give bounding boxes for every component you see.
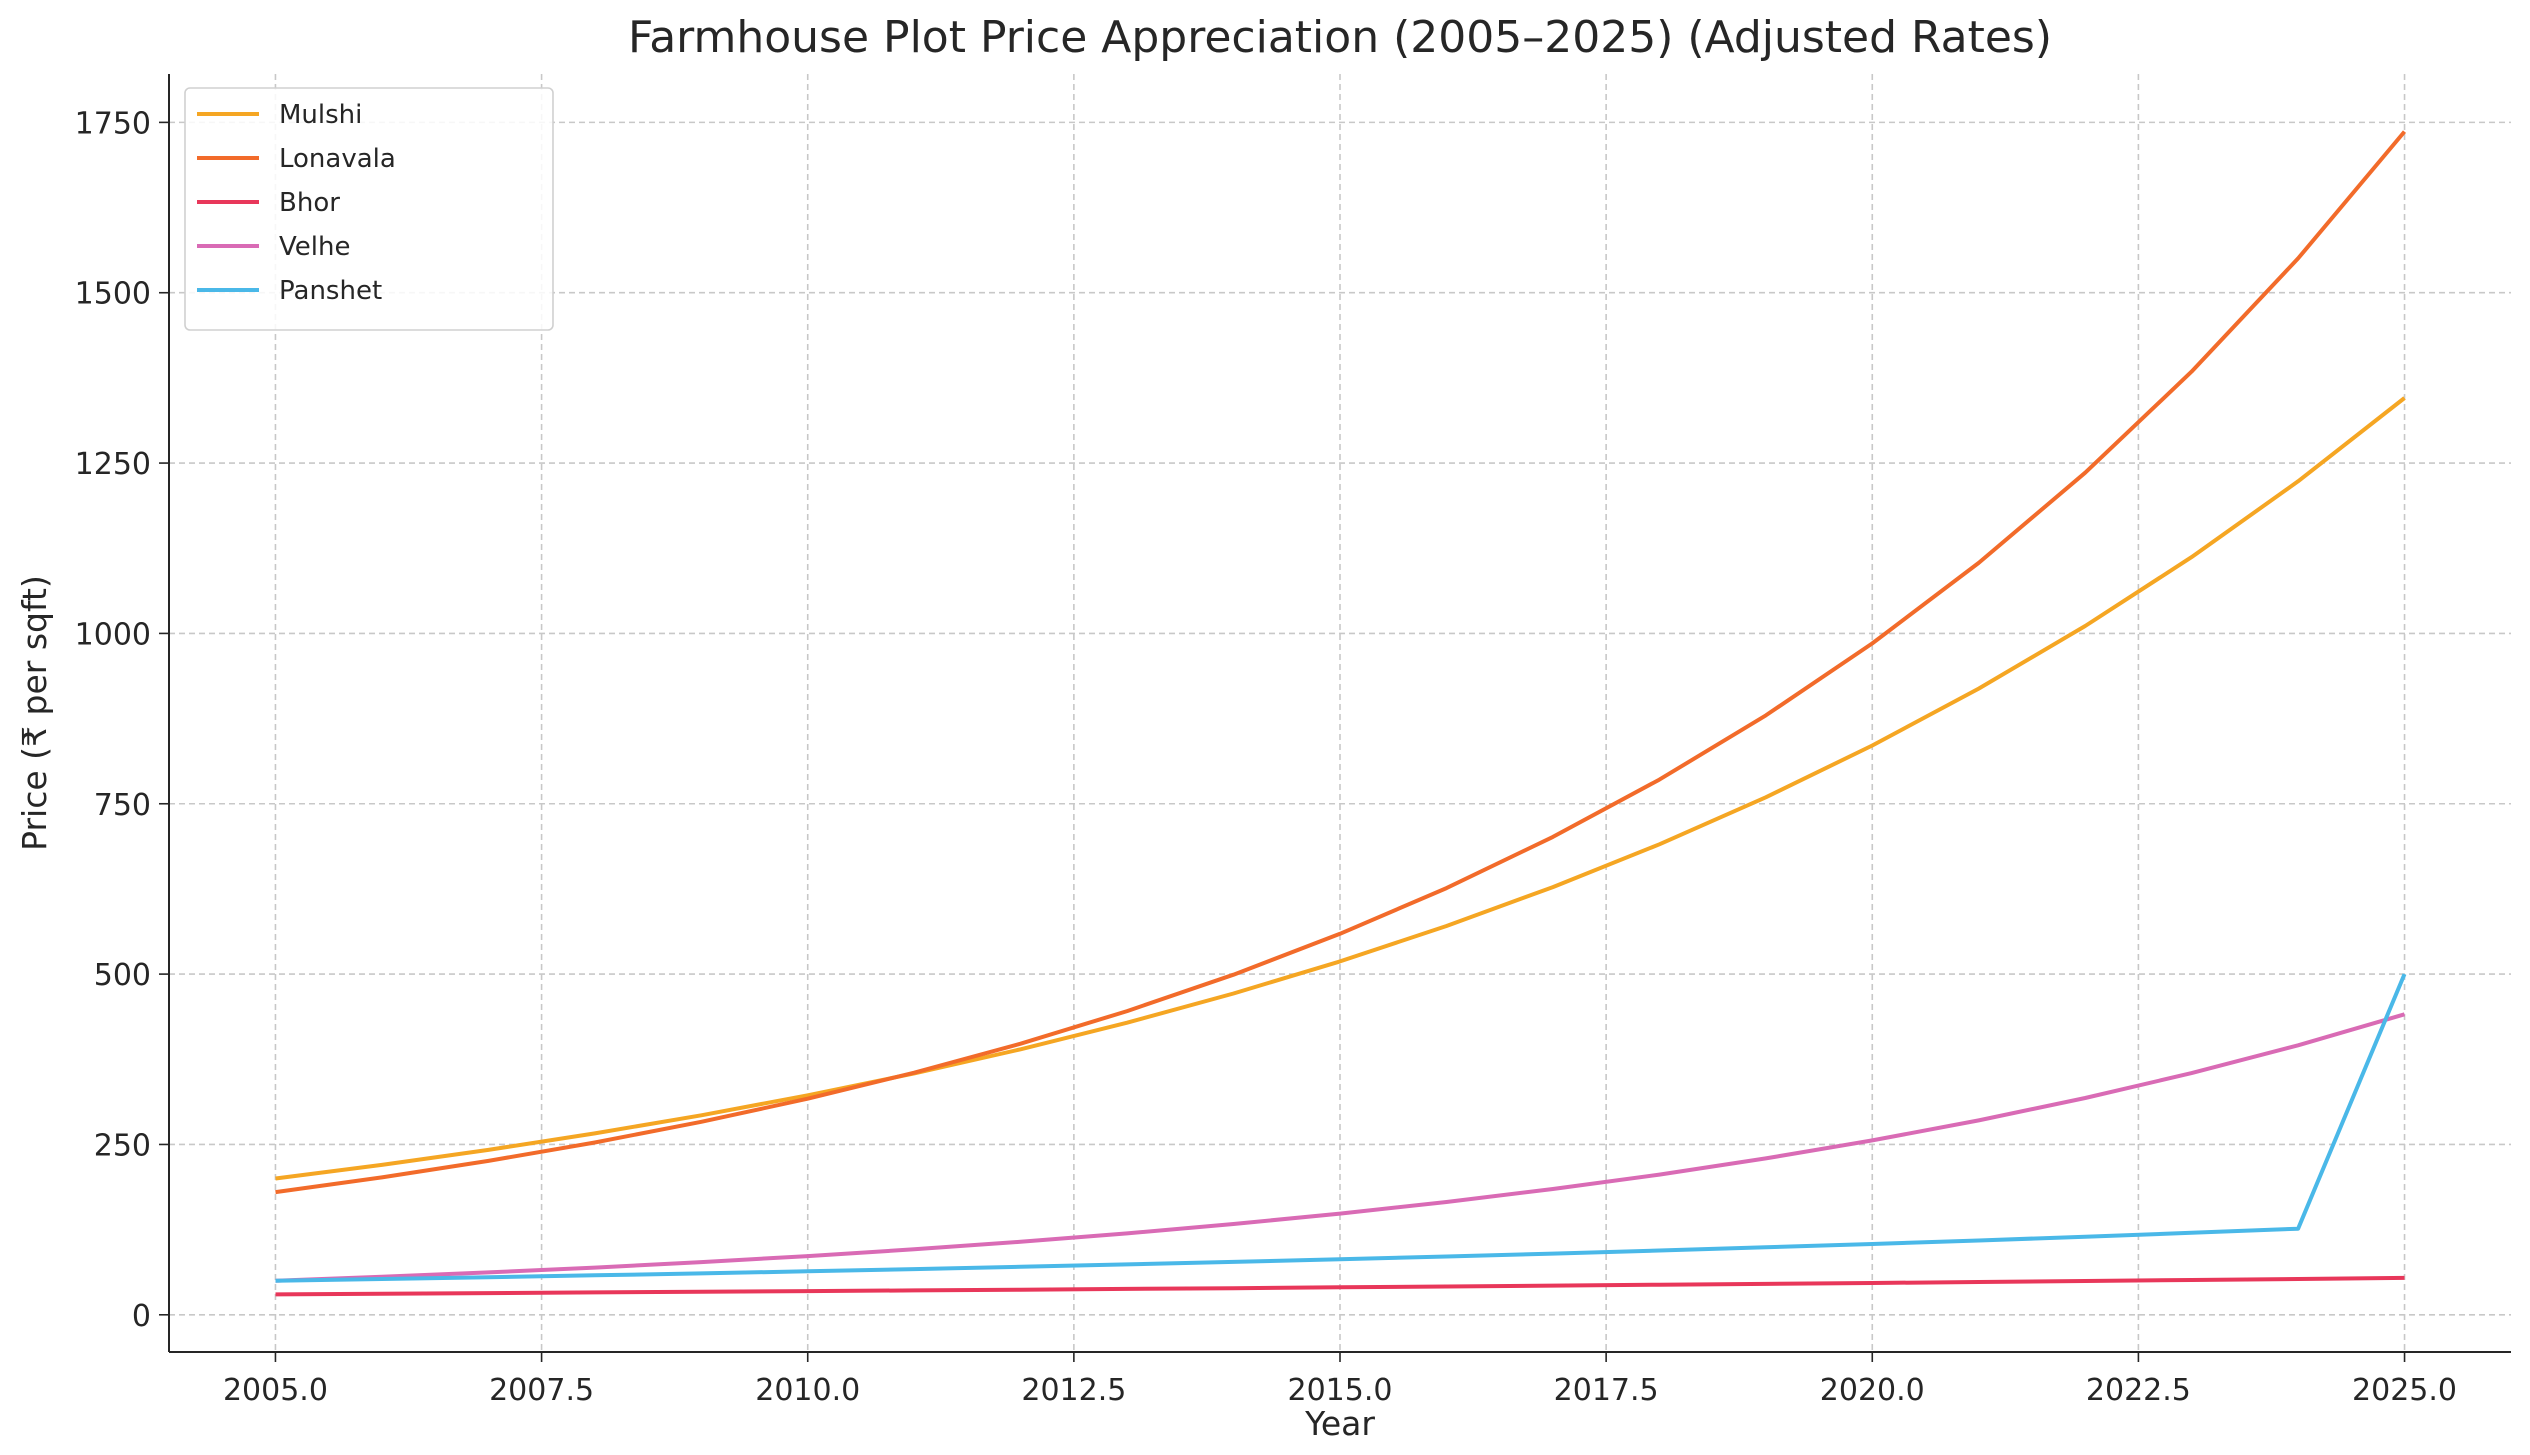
legend-label-mulshi: Mulshi: [279, 100, 362, 130]
x-tick-label: 2012.5: [1021, 1373, 1126, 1408]
y-tick-label: 1250: [75, 447, 151, 482]
y-tick-label: 1000: [75, 617, 151, 652]
legend-label-bhor: Bhor: [279, 188, 340, 218]
x-tick-label: 2025.0: [2352, 1373, 2457, 1408]
legend-label-lonavala: Lonavala: [279, 144, 396, 174]
x-tick-label: 2015.0: [1288, 1373, 1393, 1408]
y-tick-label: 1500: [75, 277, 151, 312]
y-tick-label: 250: [94, 1128, 151, 1163]
series-line-bhor: [275, 1275, 2405, 1297]
series-line-lonavala: [275, 130, 2407, 1195]
x-axis-ticks: 2005.0 2007.5 2010.0 2012.5 2015.0 2017.5 2020…: [223, 1352, 2457, 1408]
series-line-mulshi: [275, 396, 2406, 1181]
series-lines: [275, 130, 2407, 1297]
y-axis-ticks: 0 250 500 750 1000 1250 1500 1750: [75, 106, 169, 1334]
legend-label-velhe: Velhe: [279, 232, 350, 262]
x-axis-label: Year: [1304, 1404, 1375, 1443]
x-tick-label: 2017.5: [1554, 1373, 1659, 1408]
x-tick-label: 2007.5: [489, 1373, 594, 1408]
y-tick-label: 1750: [75, 106, 151, 141]
x-tick-label: 2005.0: [223, 1373, 328, 1408]
y-tick-label: 500: [94, 958, 151, 993]
chart-title: Farmhouse Plot Price Appreciation (2005–…: [628, 12, 2052, 63]
legend-box: [184, 87, 554, 331]
legend-label-panshet: Panshet: [279, 276, 382, 306]
legend: Mulshi Lonavala Bhor Velhe Panshet: [184, 87, 554, 331]
x-tick-label: 2010.0: [755, 1373, 860, 1408]
series-line-velhe: [275, 1012, 2406, 1283]
x-tick-label: 2020.0: [1820, 1373, 1925, 1408]
x-tick-label: 2022.5: [2086, 1373, 2191, 1408]
y-tick-label: 750: [94, 788, 151, 823]
y-axis-label: Price (₹ per sqft): [15, 575, 54, 851]
y-tick-label: 0: [132, 1299, 151, 1334]
series-line-panshet: [275, 973, 2407, 1283]
